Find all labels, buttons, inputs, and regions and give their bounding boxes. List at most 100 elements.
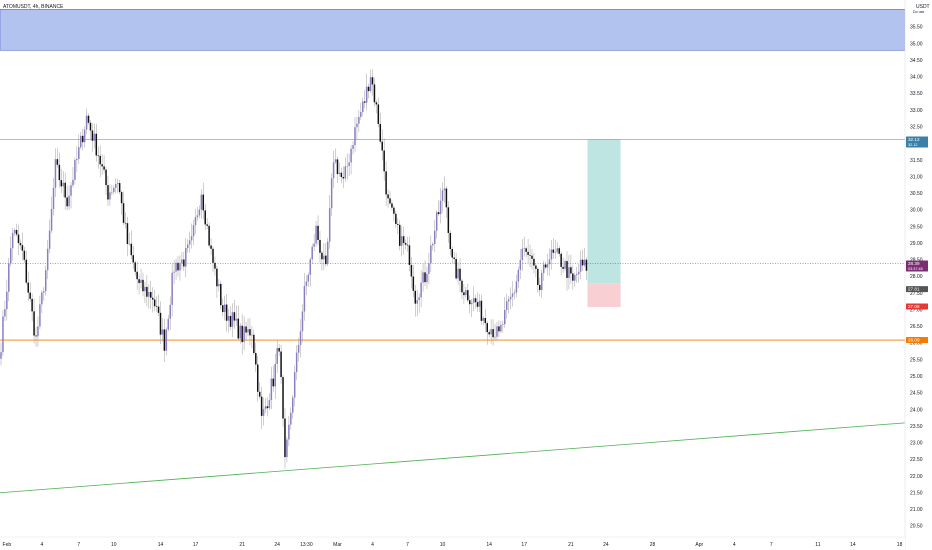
- candle-body: [13, 229, 16, 234]
- candle-body: [397, 223, 399, 225]
- candle-body: [346, 165, 348, 167]
- time-tick-label: 4: [371, 542, 374, 548]
- candle-body: [432, 243, 434, 246]
- time-tick-label: 4: [40, 542, 43, 548]
- candle-body: [290, 412, 292, 425]
- candle-body: [453, 257, 455, 259]
- candle-body: [441, 190, 444, 201]
- candle-body: [208, 225, 210, 246]
- support-badge-value: 26.09: [908, 338, 920, 343]
- currency-sublabel: Do use: [913, 10, 924, 14]
- candle-body: [120, 192, 123, 204]
- candle-body: [150, 292, 152, 298]
- candle-body: [410, 265, 413, 277]
- candle-body: [570, 267, 572, 274]
- candle-body: [468, 300, 471, 305]
- candle-body: [418, 297, 420, 301]
- candle-body: [41, 292, 43, 305]
- candle-body: [173, 271, 175, 273]
- candle-body: [214, 262, 216, 269]
- candle-body: [245, 326, 247, 333]
- candle-body: [540, 273, 543, 291]
- candle-body: [163, 329, 166, 351]
- loss-zone[interactable]: [587, 283, 621, 308]
- candle-body: [9, 248, 12, 264]
- time-tick-label: 21: [568, 542, 574, 548]
- candle-body: [315, 225, 317, 244]
- resistance-zone[interactable]: [0, 9, 906, 51]
- time-tick-label: 4: [733, 542, 736, 548]
- price-tick-label: 33.00: [910, 108, 923, 114]
- candle-body: [562, 266, 564, 269]
- candle-body: [330, 178, 333, 209]
- candle-body: [575, 274, 578, 276]
- candle-body: [85, 115, 88, 130]
- candle-body: [572, 273, 574, 281]
- candle-body: [93, 133, 96, 141]
- trendline[interactable]: [0, 422, 906, 494]
- candle-body: [235, 318, 238, 321]
- time-tick-label: 7: [406, 542, 409, 548]
- candle-body: [52, 187, 55, 209]
- price-axis[interactable]: USDT Do use 35.50 35.00 34.50 34.00 33.50 33.…: [904, 0, 932, 550]
- long-position-tool[interactable]: [587, 139, 621, 308]
- candle-body: [363, 101, 366, 103]
- support-badge: [906, 337, 928, 344]
- candle-body: [539, 284, 541, 291]
- candle-body: [360, 112, 362, 118]
- candle-body: [365, 86, 368, 103]
- candle-body: [564, 261, 566, 269]
- candle-body: [568, 267, 570, 278]
- candle-body: [264, 406, 267, 409]
- candle-body: [256, 364, 259, 392]
- candle-body: [50, 208, 53, 231]
- candle-body: [186, 244, 189, 248]
- candle-body: [480, 300, 483, 321]
- time-tick-label: 17: [193, 542, 199, 548]
- time-axis[interactable]: Feb 4 7 10 14 17 21 24 13:30 Mar 4 7 10 14 17 21 24 28 Apr…: [0, 536, 905, 550]
- candle-body: [509, 296, 512, 300]
- candle-body: [126, 223, 129, 245]
- candle-body: [408, 245, 411, 266]
- candle-body: [282, 377, 284, 419]
- candle-body: [35, 335, 37, 337]
- candle-body: [270, 378, 273, 401]
- candle-body: [27, 282, 29, 293]
- candle-body: [122, 203, 125, 223]
- candle-body: [505, 301, 508, 310]
- candle-body: [371, 77, 374, 85]
- candle-body: [241, 325, 243, 343]
- price-tick-label: 28.00: [910, 274, 923, 280]
- candle-body: [138, 279, 140, 284]
- candle-body: [472, 298, 475, 303]
- candle-body: [406, 244, 409, 246]
- candle-body: [278, 348, 280, 352]
- price-tick-label: 26.50: [910, 324, 923, 330]
- candle-body: [272, 378, 275, 387]
- price-tick-label: 35.00: [910, 41, 923, 47]
- current-price-badge-value: 28.39: [908, 261, 920, 266]
- candle-body: [39, 304, 41, 327]
- candle-body: [25, 259, 28, 283]
- candle-body: [103, 166, 105, 170]
- candle-body: [548, 259, 551, 265]
- time-tick-label: Feb: [3, 542, 12, 548]
- profit-zone[interactable]: [587, 139, 621, 284]
- candle-body: [334, 159, 337, 163]
- candle-body: [443, 188, 446, 191]
- candle-body: [476, 302, 479, 307]
- price-tick-label: 22.50: [910, 457, 923, 463]
- price-tick-label: 23.00: [910, 441, 923, 447]
- candle-body: [502, 324, 504, 325]
- candle-body: [72, 179, 74, 186]
- candle-body: [412, 276, 415, 291]
- candle-body: [95, 133, 98, 156]
- price-tick-label: 22.00: [910, 474, 923, 480]
- time-tick-label: Apr: [695, 542, 703, 548]
- candle-body: [309, 259, 312, 275]
- price-tick-label: 30.50: [910, 191, 923, 197]
- candle-body: [478, 300, 481, 307]
- candle-body: [190, 236, 193, 241]
- candle-body: [344, 166, 347, 179]
